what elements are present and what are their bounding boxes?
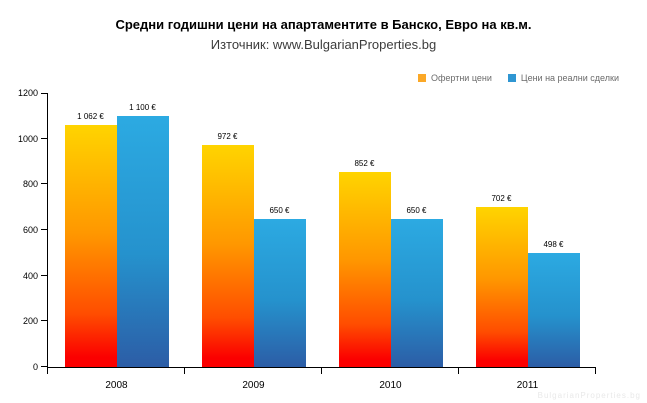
category-group: 972 € 650 €: [185, 93, 322, 367]
x-axis-tick: [595, 368, 596, 374]
y-axis-tick: [41, 366, 47, 367]
bar-value-label: 702 €: [491, 193, 512, 203]
chart-title: Средни годишни цени на апартаментите в Б…: [115, 17, 532, 32]
y-axis-tick-label: 0: [32, 362, 38, 372]
bar-value-label: 498 €: [543, 240, 564, 250]
category-group: 852 € 650 €: [322, 93, 459, 367]
legend-label-offer: Офертни цени: [431, 73, 492, 83]
y-axis-tick-label: 1000: [17, 133, 38, 144]
y-axis-tick-label: 600: [22, 225, 38, 235]
bar-value-label: 1 100 €: [129, 102, 156, 112]
y-axis-tick: [41, 320, 47, 322]
offer-price-bar: 702 €: [475, 194, 528, 367]
legend-item-offer: Офертни цени: [418, 73, 492, 83]
x-axis-category-label: 2010: [379, 380, 402, 391]
chart-subtitle: Източник: www.BulgarianProperties.bg: [210, 37, 437, 52]
legend-label-deal: Цени на реални сделки: [520, 73, 619, 83]
offer-price-bar: 1 062 €: [64, 112, 117, 367]
bar-value-label: 1 062 €: [77, 111, 104, 121]
x-axis-tick: [321, 368, 322, 374]
x-axis-tick: [458, 368, 459, 374]
y-axis-tick: [41, 229, 47, 230]
y-axis-tick-label: 400: [22, 270, 38, 281]
watermark: BulgarianProperties.bg: [537, 391, 641, 400]
bar-value-label: 650 €: [406, 205, 427, 215]
bar-value-label: 852 €: [354, 159, 375, 169]
offer-price-bar: 852 €: [338, 159, 391, 367]
offer-price-bar: 972 €: [201, 132, 254, 367]
x-axis-tick: [184, 368, 185, 374]
category-group: 702 € 498 €: [459, 93, 596, 367]
plot-area: 0 200 400 600 800 1000 1200 1 062 € 1 100 € 2008 9…: [18, 88, 596, 391]
legend-item-deal: Цени на реални сделки: [507, 73, 619, 83]
y-axis-tick-label: 800: [22, 179, 38, 190]
y-axis-tick-label: 1200: [17, 88, 38, 98]
bar-value-label: 972 €: [217, 132, 238, 142]
bar-value-label: 650 €: [269, 205, 290, 215]
deal-price-bar: 650 €: [253, 206, 306, 367]
y-axis-tick: [41, 274, 47, 276]
deal-series-swatch-icon: [507, 74, 516, 82]
x-axis-tick: [47, 368, 48, 374]
y-axis-tick: [41, 137, 47, 139]
deal-price-bar: 498 €: [527, 240, 580, 367]
y-axis-tick: [41, 93, 47, 94]
x-axis-category-label: 2011: [516, 380, 539, 391]
deal-price-bar: 1 100 €: [116, 103, 169, 367]
y-axis-tick: [41, 183, 47, 185]
category-group: 1 062 € 1 100 €: [48, 93, 185, 367]
y-axis-tick-label: 200: [22, 316, 38, 327]
legend: Офертни цени Цени на реални сделки: [418, 73, 619, 83]
offer-series-swatch-icon: [418, 74, 426, 82]
x-axis-category-label: 2008: [105, 380, 128, 391]
deal-price-bar: 650 €: [390, 206, 443, 367]
x-axis-category-label: 2009: [242, 380, 265, 391]
